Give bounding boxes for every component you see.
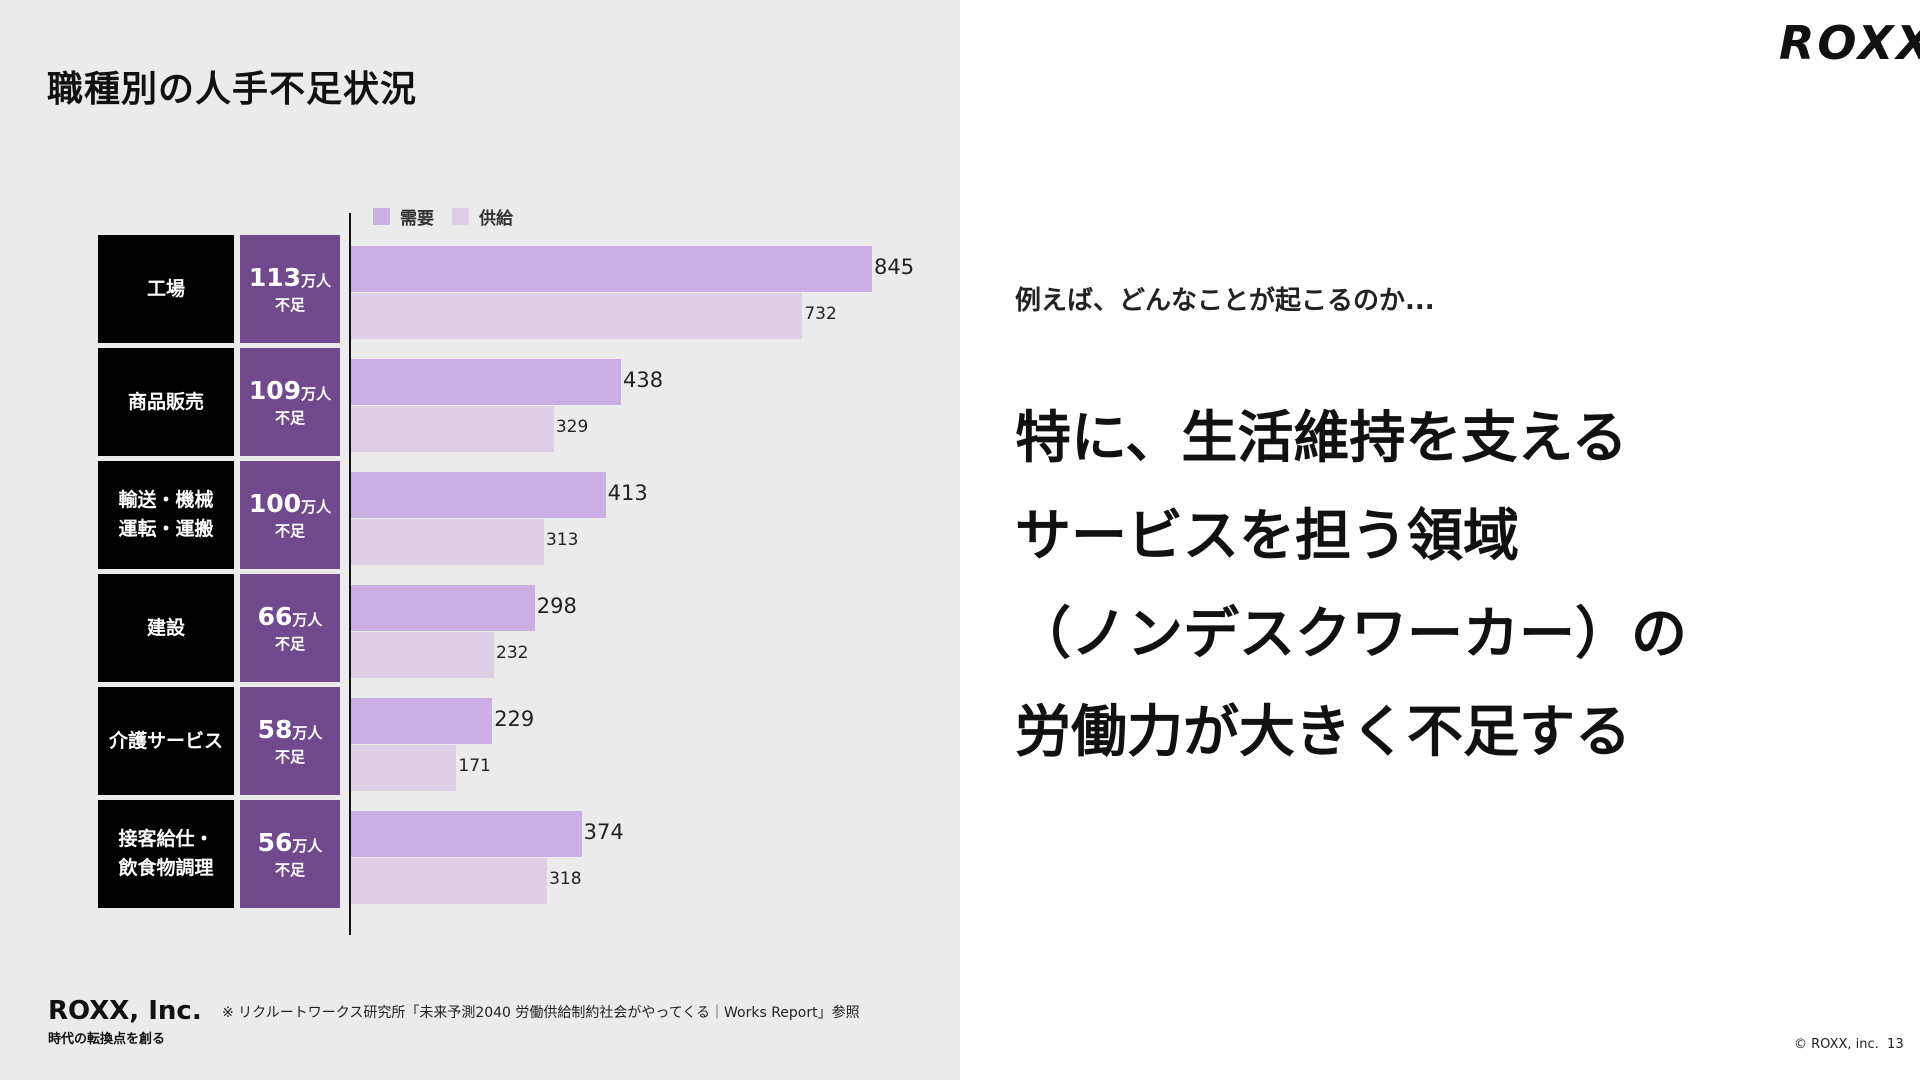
page-number: 13 (1887, 1037, 1904, 1052)
shortage-label: 不足 (274, 296, 305, 314)
shortage-unit: 万人 (292, 724, 323, 742)
footer-company: ROXX, Inc. (48, 996, 202, 1026)
demand-value-label: 374 (583, 820, 624, 844)
lead-text: 例えば、どんなことが起こるのか... (1015, 286, 1435, 316)
shortage-label: 不足 (274, 522, 305, 540)
shortage-unit: 万人 (301, 498, 332, 516)
shortage-label: 不足 (274, 861, 305, 879)
supply-bar (351, 406, 554, 452)
roxx-logo: ROXX (1779, 16, 1920, 70)
supply-value-label: 318 (549, 869, 582, 889)
supply-bar (351, 745, 457, 791)
demand-bar (351, 472, 606, 518)
headline-line: （ノンデスクワーカー）の (1015, 602, 1687, 667)
demand-bar (351, 585, 535, 631)
shortage-unit: 万人 (301, 272, 332, 290)
shortage-box: 109万人不足 (240, 348, 340, 456)
shortage-value: 58 (257, 715, 293, 744)
shortage-unit: 万人 (292, 837, 323, 855)
footer-tagline: 時代の転換点を創る (48, 1032, 166, 1047)
supply-bar (351, 519, 544, 565)
shortage-value: 109 (248, 376, 302, 405)
supply-bar (351, 632, 495, 678)
shortage-value: 100 (248, 489, 302, 518)
source-note: ※ リクルートワークス研究所「未来予測2040 労働供給制約社会がやってくる｜W… (222, 1005, 860, 1021)
supply-value-label: 313 (545, 530, 579, 550)
demand-bar (351, 811, 582, 857)
demand-value-label: 845 (874, 255, 915, 279)
legend-label-supply: 供給 (479, 209, 513, 229)
demand-value-label: 413 (607, 481, 648, 505)
headline: 特に、生活維持を支える サービスを担う領域 （ノンデスクワーカー）の 労働力が大… (1015, 390, 1687, 782)
legend-swatch-demand (373, 208, 390, 225)
supply-value-label: 171 (458, 756, 491, 776)
demand-bar (351, 359, 622, 405)
demand-bar (351, 698, 493, 744)
category-label: 建設 (98, 574, 234, 682)
headline-line: サービスを担う領域 (1015, 504, 1519, 569)
headline-line: 労働力が大きく不足する (1015, 700, 1631, 765)
legend: 需要 供給 (373, 204, 513, 229)
demand-bar (351, 246, 872, 292)
supply-value-label: 732 (804, 304, 837, 324)
shortage-unit: 万人 (301, 385, 332, 403)
shortage-box: 56万人不足 (240, 800, 340, 908)
supply-value-label: 329 (555, 417, 589, 437)
copyright: © ROXX, inc. 13 (1794, 1037, 1904, 1052)
supply-bar (351, 858, 548, 904)
shortage-value: 66 (257, 602, 293, 631)
copyright-text: © ROXX, inc. (1794, 1037, 1879, 1052)
shortage-label: 不足 (274, 635, 305, 653)
shortage-box: 100万人不足 (240, 461, 340, 569)
legend-swatch-supply (452, 208, 469, 225)
shortage-box: 113万人不足 (240, 235, 340, 343)
slide-title: 職種別の人手不足状況 (47, 69, 418, 110)
demand-value-label: 229 (494, 707, 535, 731)
shortage-value: 56 (257, 828, 293, 857)
category-label: 接客給仕・ 飲食物調理 (98, 800, 234, 908)
shortage-box: 58万人不足 (240, 687, 340, 795)
shortage-unit: 万人 (292, 611, 323, 629)
category-label: 商品販売 (98, 348, 234, 456)
demand-value-label: 438 (623, 368, 664, 392)
category-label: 輸送・機械 運転・運搬 (98, 461, 234, 569)
headline-line: 特に、生活維持を支える (1015, 406, 1628, 471)
supply-bar (351, 293, 803, 339)
legend-label-demand: 需要 (400, 209, 434, 229)
shortage-label: 不足 (274, 748, 305, 766)
supply-value-label: 232 (496, 643, 529, 663)
category-label: 介護サービス (98, 687, 234, 795)
chart-axis (349, 213, 351, 935)
shortage-label: 不足 (274, 409, 305, 427)
shortage-value: 113 (248, 263, 302, 292)
chart-panel: 職種別の人手不足状況 需要 供給 工場 113万人 不足 845 732 商品販売 109万… (0, 0, 960, 1080)
shortage-box: 66万人不足 (240, 574, 340, 682)
demand-value-label: 298 (536, 594, 577, 618)
category-label: 工場 (98, 235, 234, 343)
